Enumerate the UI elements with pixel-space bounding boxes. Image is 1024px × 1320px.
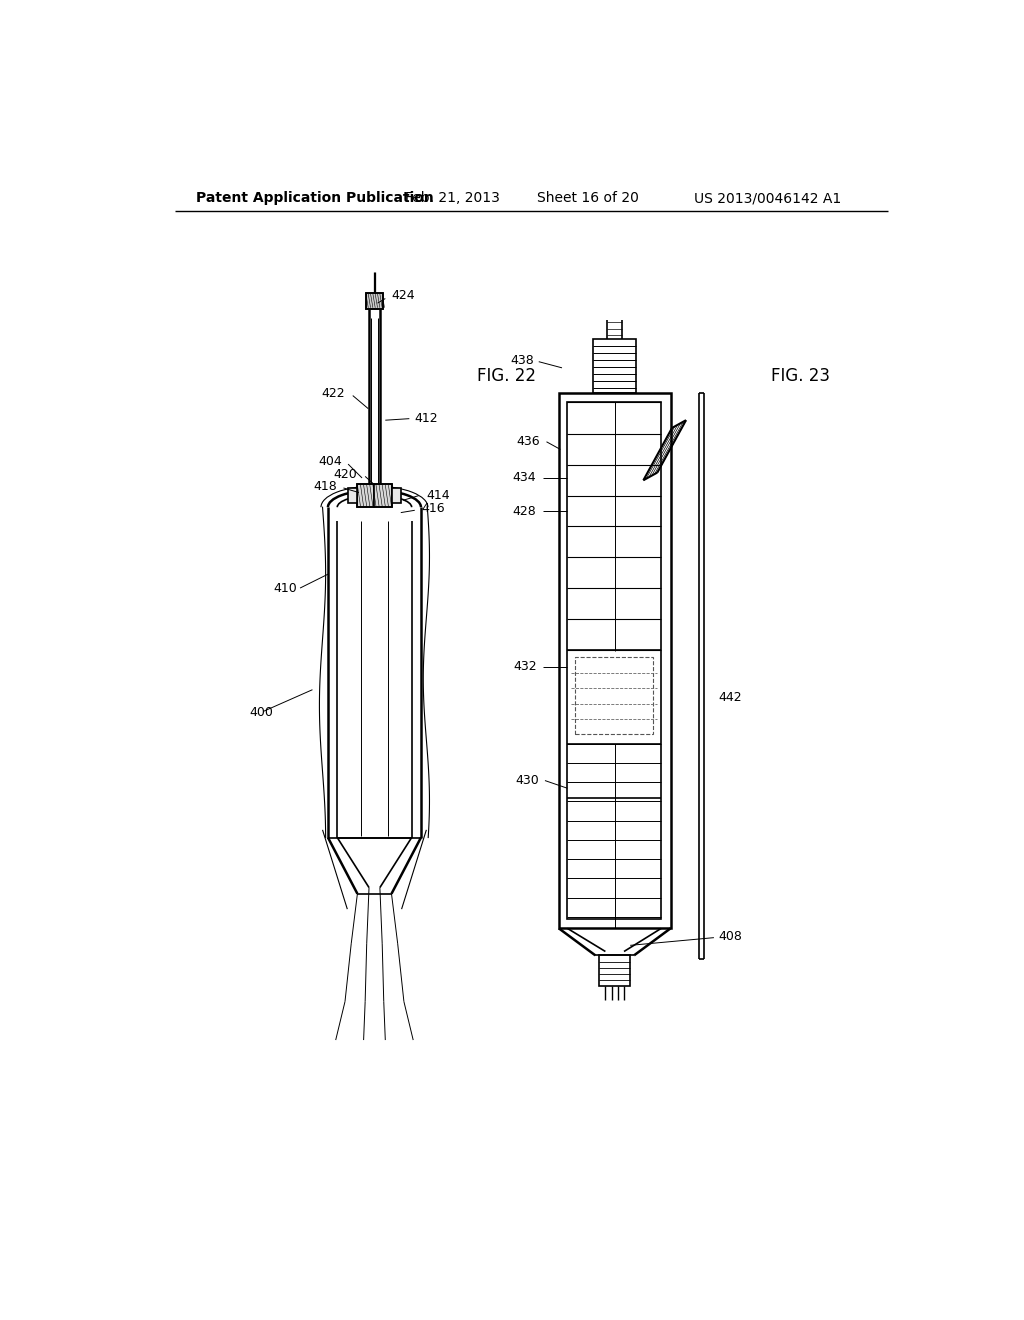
Bar: [375, 484, 391, 507]
Bar: [567, 403, 662, 919]
Text: Patent Application Publication: Patent Application Publication: [197, 191, 434, 206]
Text: FIG. 23: FIG. 23: [771, 367, 830, 384]
Text: 428: 428: [513, 504, 537, 517]
Text: 422: 422: [322, 387, 345, 400]
Text: 432: 432: [514, 660, 538, 673]
Text: Sheet 16 of 20: Sheet 16 of 20: [538, 191, 639, 206]
Text: 418: 418: [313, 480, 337, 492]
Bar: [366, 293, 383, 309]
Text: 420: 420: [334, 467, 357, 480]
Text: 436: 436: [517, 436, 541, 449]
Text: 424: 424: [391, 289, 415, 302]
Bar: [357, 484, 391, 507]
Text: 414: 414: [426, 490, 450, 502]
Text: 400: 400: [250, 706, 273, 719]
Bar: [559, 393, 671, 928]
Bar: [366, 293, 383, 309]
Text: 434: 434: [513, 471, 537, 484]
Bar: [391, 488, 400, 503]
Text: 442: 442: [719, 690, 742, 704]
Text: 404: 404: [318, 454, 342, 467]
Bar: [593, 339, 636, 393]
Text: 438: 438: [510, 354, 535, 367]
Text: 408: 408: [719, 929, 742, 942]
Bar: [357, 484, 375, 507]
Bar: [575, 657, 653, 734]
Text: Feb. 21, 2013: Feb. 21, 2013: [406, 191, 501, 206]
Text: FIG. 22: FIG. 22: [477, 367, 536, 384]
Text: 412: 412: [415, 412, 438, 425]
Text: 410: 410: [273, 582, 297, 594]
Text: 416: 416: [421, 502, 444, 515]
Bar: [599, 956, 630, 986]
Bar: [348, 488, 357, 503]
Text: US 2013/0046142 A1: US 2013/0046142 A1: [693, 191, 841, 206]
Text: 430: 430: [515, 774, 539, 787]
